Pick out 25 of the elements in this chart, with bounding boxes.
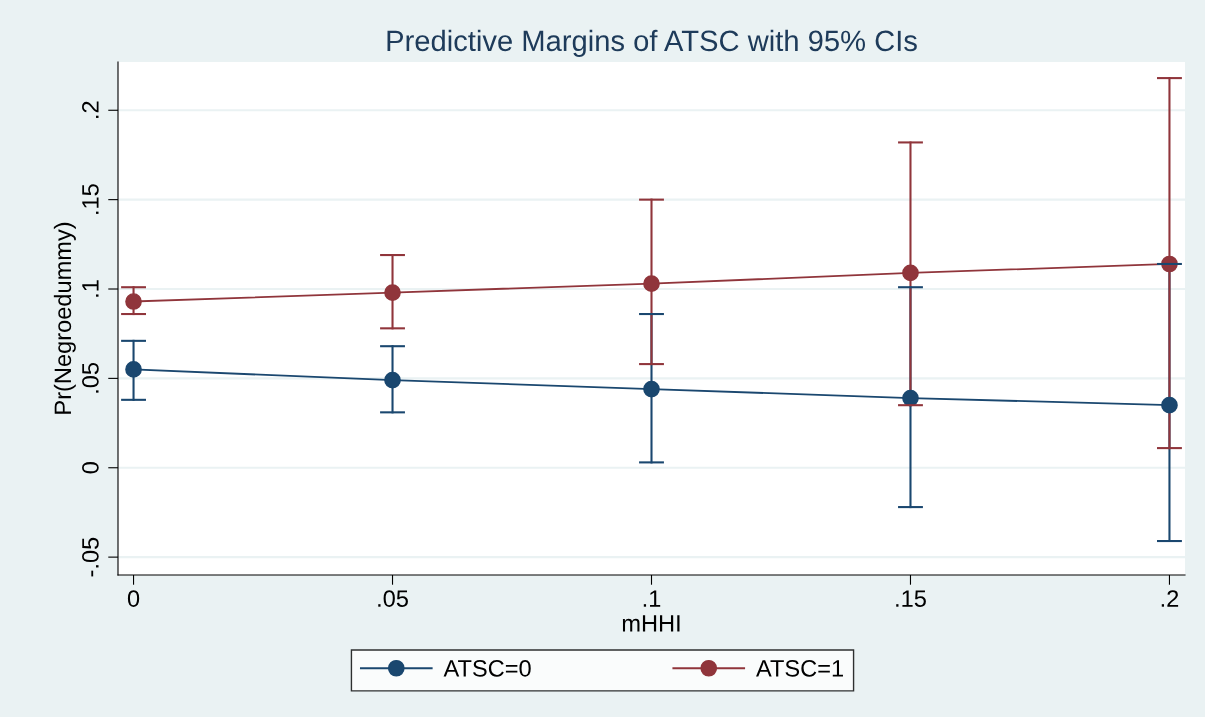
x-tick-label: .05 [378, 590, 408, 607]
point [125, 293, 142, 310]
legend-label: ATSC=1 [756, 660, 843, 677]
chart-title: Predictive Margins of ATSC with 95% CIs [387, 29, 917, 57]
point [384, 284, 401, 301]
point [125, 361, 142, 378]
y-tick-label: .1 [82, 280, 99, 297]
point [1161, 396, 1178, 414]
point [643, 275, 660, 292]
point [643, 380, 660, 398]
y-tick-label: .05 [82, 362, 99, 393]
y-tick-label: 0 [82, 462, 99, 474]
point [902, 264, 919, 282]
y-tick-label: .2 [82, 101, 99, 118]
point [902, 389, 919, 407]
x-tick-label: 0 [127, 590, 140, 607]
legend-label: ATSC=0 [443, 660, 531, 677]
x-tick-label: .15 [896, 590, 926, 607]
y-tick-label: -.05 [82, 537, 99, 577]
x-axis-title: mHHI [622, 615, 680, 632]
x-tick-label: .1 [643, 590, 661, 607]
point [384, 371, 401, 389]
y-tick-label: .15 [82, 184, 99, 214]
x-tick-label: .2 [1161, 590, 1179, 607]
y-axis-title: Pr(Negroedummy) [53, 222, 76, 414]
